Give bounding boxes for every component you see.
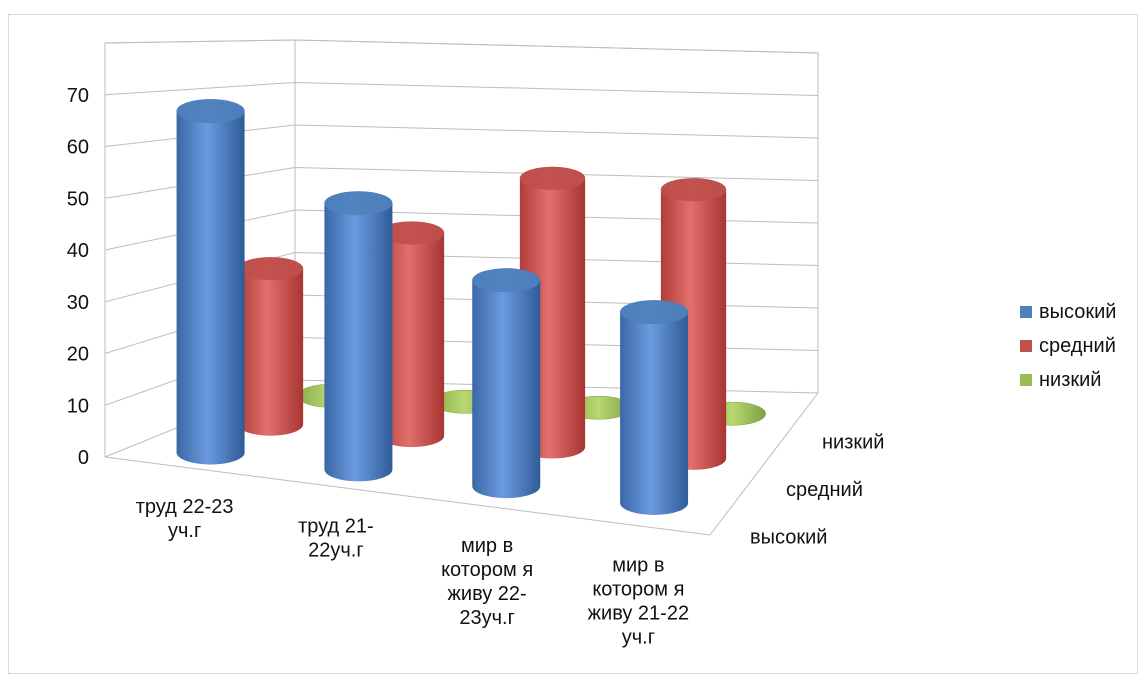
bar-high-top	[176, 99, 245, 124]
chart-bars	[176, 99, 767, 515]
x-category-label: труд 21-22уч.г	[298, 515, 374, 561]
floor-front-edges	[104, 392, 819, 536]
legend-swatch	[1020, 340, 1032, 352]
y-tick-label: 20	[67, 344, 89, 366]
bar-medium-top	[660, 178, 727, 202]
bar-high	[620, 300, 689, 515]
chart-legend: высокий средний низкий	[1020, 301, 1116, 391]
y-tick-label: 30	[67, 292, 89, 314]
bar-medium-top	[519, 166, 586, 190]
bar-high-top	[620, 300, 689, 325]
y-tick-label: 0	[78, 447, 89, 469]
gridline	[104, 251, 819, 303]
x-category-label: мир в котором я живу 21-22 уч.г	[588, 554, 689, 648]
z-depth-label: средний	[786, 479, 863, 501]
x-category-label: труд 22-23 уч.г	[136, 496, 234, 542]
gridline	[104, 209, 819, 251]
y-tick-label: 70	[67, 85, 89, 107]
legend-label: высокий	[1039, 301, 1116, 323]
bar-high	[176, 99, 245, 465]
bar-medium-top	[237, 257, 304, 281]
y-tick-label: 60	[67, 137, 89, 159]
x-category-label: мир в котором я живу 22-23уч.г	[441, 535, 533, 629]
bar-high	[472, 268, 541, 499]
legend-label: средний	[1039, 335, 1116, 357]
gridline	[104, 166, 819, 199]
y-tick-label: 50	[67, 188, 89, 210]
y-tick-label: 10	[67, 395, 89, 417]
legend-swatch	[1020, 306, 1032, 318]
bar-high	[324, 191, 393, 482]
bar-high-top	[324, 191, 393, 216]
gridline	[104, 124, 819, 147]
z-depth-label: низкий	[822, 432, 884, 454]
legend-label: низкий	[1039, 369, 1101, 391]
chart-labels: 0 10 20 30 40 50 60 70 труд 22-23 уч.г труд 21-22у…	[67, 85, 885, 649]
bar-medium	[378, 221, 445, 448]
gridline	[104, 81, 819, 96]
bar-medium-top	[378, 221, 445, 245]
legend-swatch	[1020, 374, 1032, 386]
gridline	[104, 39, 819, 54]
z-depth-label: высокий	[750, 526, 827, 548]
bar-medium	[237, 257, 304, 436]
bar-high-top	[472, 268, 541, 293]
y-tick-label: 40	[67, 240, 89, 262]
